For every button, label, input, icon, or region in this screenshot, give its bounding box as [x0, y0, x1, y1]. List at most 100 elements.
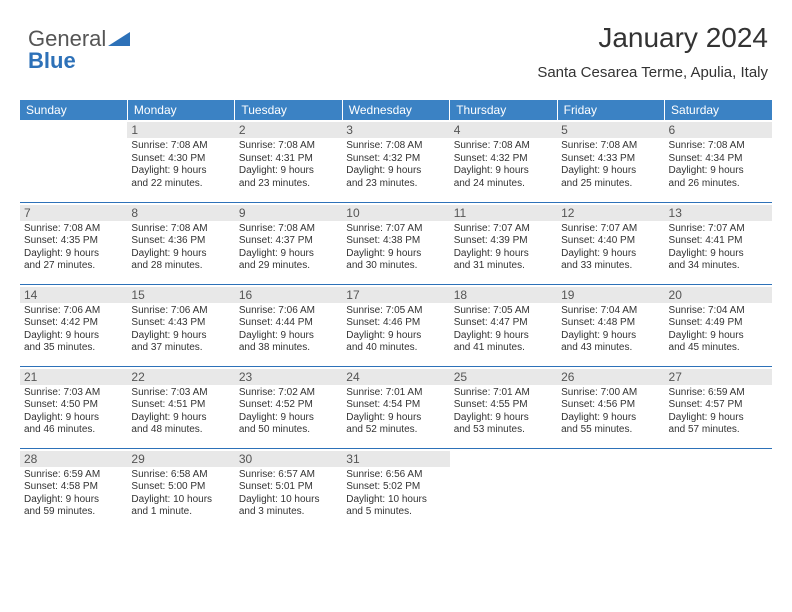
day-info-line: Sunrise: 7:08 AM — [131, 223, 230, 236]
day-info-line: Daylight: 9 hours — [24, 248, 123, 261]
day-info-line: Sunset: 4:49 PM — [669, 317, 768, 330]
day-info-line: Daylight: 9 hours — [669, 165, 768, 178]
day-info-line: Sunset: 4:40 PM — [561, 235, 660, 248]
weekday-header: Wednesday — [342, 100, 449, 120]
day-info-line: and 45 minutes. — [669, 342, 768, 355]
calendar-cell: 20Sunrise: 7:04 AMSunset: 4:49 PMDayligh… — [665, 284, 772, 366]
calendar-cell — [450, 448, 557, 530]
day-info-line: and 50 minutes. — [239, 424, 338, 437]
day-info-line: Sunrise: 7:03 AM — [24, 387, 123, 400]
day-info-line: and 59 minutes. — [24, 506, 123, 519]
day-info-line: Sunset: 4:30 PM — [131, 153, 230, 166]
calendar-cell: 6Sunrise: 7:08 AMSunset: 4:34 PMDaylight… — [665, 120, 772, 202]
day-info-line: Sunrise: 7:06 AM — [131, 305, 230, 318]
calendar-cell: 27Sunrise: 6:59 AMSunset: 4:57 PMDayligh… — [665, 366, 772, 448]
calendar-cell — [557, 448, 664, 530]
day-info-line: Sunset: 4:41 PM — [669, 235, 768, 248]
day-info-line: Sunrise: 7:06 AM — [239, 305, 338, 318]
day-info-line: Sunrise: 7:03 AM — [131, 387, 230, 400]
day-info-line: and 48 minutes. — [131, 424, 230, 437]
day-info-line: Sunrise: 6:58 AM — [131, 469, 230, 482]
day-info-line: Daylight: 9 hours — [24, 412, 123, 425]
day-info-line: Sunrise: 7:07 AM — [454, 223, 553, 236]
day-info-line: Sunset: 4:33 PM — [561, 153, 660, 166]
day-number: 6 — [665, 122, 772, 138]
day-info-line: Sunset: 4:37 PM — [239, 235, 338, 248]
day-number: 29 — [127, 451, 234, 467]
weekday-header: Saturday — [665, 100, 772, 120]
day-number: 2 — [235, 122, 342, 138]
day-info-line: Daylight: 9 hours — [24, 494, 123, 507]
day-info-line: Daylight: 9 hours — [239, 165, 338, 178]
calendar-week: 14Sunrise: 7:06 AMSunset: 4:42 PMDayligh… — [20, 284, 772, 366]
day-number: 3 — [342, 122, 449, 138]
day-info-line: and 24 minutes. — [454, 178, 553, 191]
calendar-cell: 31Sunrise: 6:56 AMSunset: 5:02 PMDayligh… — [342, 448, 449, 530]
day-number: 15 — [127, 287, 234, 303]
day-info-line: and 35 minutes. — [24, 342, 123, 355]
day-info-line: Daylight: 9 hours — [561, 412, 660, 425]
day-number: 18 — [450, 287, 557, 303]
day-info-line: and 55 minutes. — [561, 424, 660, 437]
day-info-line: Sunrise: 7:04 AM — [561, 305, 660, 318]
day-number: 13 — [665, 205, 772, 221]
calendar-cell: 22Sunrise: 7:03 AMSunset: 4:51 PMDayligh… — [127, 366, 234, 448]
day-info-line: Sunrise: 7:00 AM — [561, 387, 660, 400]
day-info-line: and 3 minutes. — [239, 506, 338, 519]
day-info-line: Sunset: 4:57 PM — [669, 399, 768, 412]
day-number: 23 — [235, 369, 342, 385]
day-number: 17 — [342, 287, 449, 303]
day-info-line: Sunrise: 7:05 AM — [454, 305, 553, 318]
day-info-line: Daylight: 9 hours — [239, 330, 338, 343]
day-info-line: Sunset: 4:34 PM — [669, 153, 768, 166]
day-info-line: Sunrise: 6:59 AM — [24, 469, 123, 482]
day-info-line: Daylight: 10 hours — [131, 494, 230, 507]
day-info-line: Daylight: 9 hours — [669, 330, 768, 343]
day-info-line: and 43 minutes. — [561, 342, 660, 355]
day-info-line: Daylight: 10 hours — [239, 494, 338, 507]
day-info-line: and 22 minutes. — [131, 178, 230, 191]
day-info-line: Sunset: 4:43 PM — [131, 317, 230, 330]
calendar-cell: 26Sunrise: 7:00 AMSunset: 4:56 PMDayligh… — [557, 366, 664, 448]
day-info-line: and 27 minutes. — [24, 260, 123, 273]
day-info-line: and 28 minutes. — [131, 260, 230, 273]
day-info-line: Sunset: 5:01 PM — [239, 481, 338, 494]
day-number: 5 — [557, 122, 664, 138]
day-info-line: Sunset: 4:32 PM — [346, 153, 445, 166]
day-info-line: Daylight: 9 hours — [239, 248, 338, 261]
day-info-line: Sunrise: 7:08 AM — [239, 140, 338, 153]
day-info-line: Sunset: 4:32 PM — [454, 153, 553, 166]
day-info-line: Daylight: 9 hours — [561, 330, 660, 343]
day-info-line: and 23 minutes. — [239, 178, 338, 191]
day-info-line: Daylight: 9 hours — [561, 165, 660, 178]
day-info-line: Daylight: 9 hours — [131, 248, 230, 261]
day-info-line: Sunset: 4:35 PM — [24, 235, 123, 248]
location: Santa Cesarea Terme, Apulia, Italy — [537, 64, 768, 81]
calendar-cell: 30Sunrise: 6:57 AMSunset: 5:01 PMDayligh… — [235, 448, 342, 530]
day-info-line: and 41 minutes. — [454, 342, 553, 355]
day-info-line: Sunset: 4:38 PM — [346, 235, 445, 248]
calendar-cell: 29Sunrise: 6:58 AMSunset: 5:00 PMDayligh… — [127, 448, 234, 530]
calendar-cell: 14Sunrise: 7:06 AMSunset: 4:42 PMDayligh… — [20, 284, 127, 366]
calendar-week: 1 Sunrise: 7:08 AM Sunset: 4:30 PM Daylight… — [20, 120, 772, 202]
weekday-header: Tuesday — [235, 100, 342, 120]
calendar-week: 7Sunrise: 7:08 AMSunset: 4:35 PMDaylight… — [20, 202, 772, 284]
day-info-line: and 52 minutes. — [346, 424, 445, 437]
day-info-line: Sunrise: 7:05 AM — [346, 305, 445, 318]
day-number: 25 — [450, 369, 557, 385]
calendar-cell: 11Sunrise: 7:07 AMSunset: 4:39 PMDayligh… — [450, 202, 557, 284]
day-info-line: Sunset: 4:39 PM — [454, 235, 553, 248]
day-info-line: Sunrise: 7:04 AM — [669, 305, 768, 318]
day-number: 14 — [20, 287, 127, 303]
calendar-cell: 19Sunrise: 7:04 AMSunset: 4:48 PMDayligh… — [557, 284, 664, 366]
day-info-line: and 38 minutes. — [239, 342, 338, 355]
calendar-cell: 4Sunrise: 7:08 AMSunset: 4:32 PMDaylight… — [450, 120, 557, 202]
calendar-cell — [665, 448, 772, 530]
logo: General Blue — [28, 26, 130, 74]
weekday-header: Friday — [557, 100, 664, 120]
day-info-line: Daylight: 10 hours — [346, 494, 445, 507]
day-number: 1 — [127, 122, 234, 138]
day-info-line: and 5 minutes. — [346, 506, 445, 519]
day-number: 7 — [20, 205, 127, 221]
weekday-header: Monday — [127, 100, 234, 120]
